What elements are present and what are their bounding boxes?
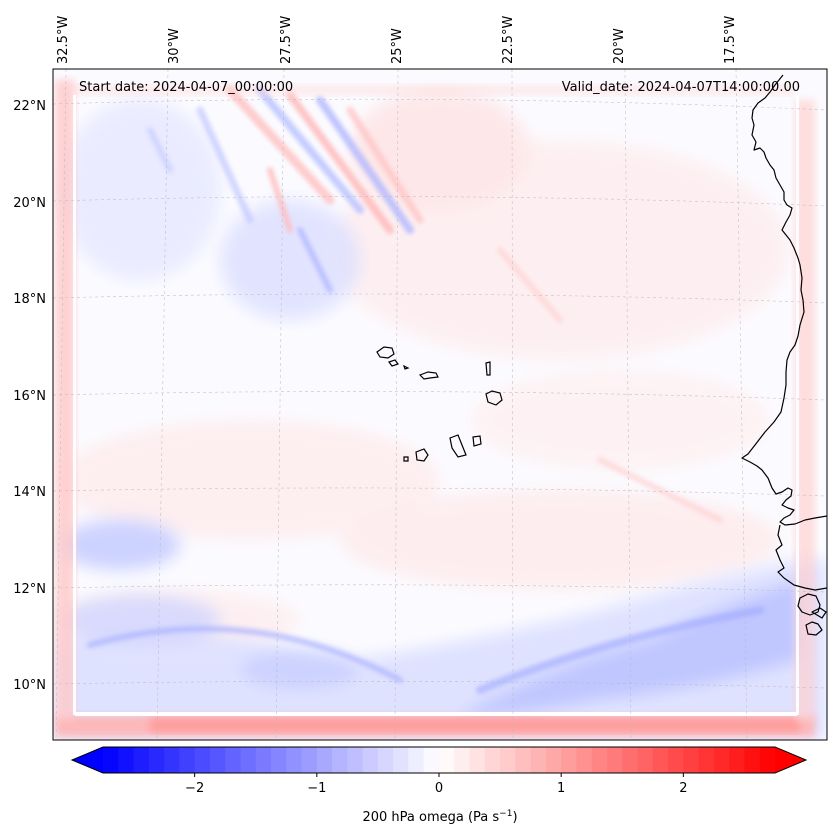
island-sal (485, 361, 491, 376)
lon-tick-labels: 32.5°W 30°W 27.5°W 25°W 22.5°W 20°W 17.5… (56, 16, 738, 64)
colorbar-segment (271, 747, 287, 773)
colorbar-segment (347, 747, 364, 773)
colorbar-tick-label: −1 (307, 781, 326, 796)
colorbar: −2 −1 0 1 2 200 hPa omega (Pa s−1) (70, 746, 808, 825)
colorbar-segment (591, 747, 608, 773)
colorbar-segment (698, 747, 715, 773)
colorbar-tick-label: 1 (557, 781, 565, 796)
map-frame (52, 68, 828, 741)
colorbar-segment (408, 747, 425, 773)
lat-tick-labels: 22°N 20°N 18°N 16°N 14°N 12°N 10°N (13, 99, 46, 693)
colorbar-label: 200 hPa omega (Pa s−1) (362, 809, 517, 825)
cape-verde-islands (376, 346, 503, 462)
lat-tick: 14°N (13, 485, 46, 500)
colorbar-segment (377, 747, 394, 773)
colorbar-segment (454, 747, 471, 773)
lon-tick: 22.5°W (501, 16, 516, 64)
island-fogo (415, 448, 429, 462)
colorbar-segment (118, 747, 135, 773)
colorbar-segment (744, 747, 761, 773)
lon-tick: 32.5°W (56, 16, 71, 64)
colorbar-max-extend (775, 747, 806, 773)
wave-streaks (87, 85, 764, 694)
colorbar-segment (652, 747, 669, 773)
valid-date-label: Valid_date: 2024-04-07T14:00:00.00 (562, 80, 800, 95)
colorbar-segment (713, 747, 730, 773)
colorbar-segment (148, 747, 165, 773)
lon-tick: 30°W (167, 28, 182, 64)
graticule (53, 69, 827, 740)
map-panel: Start date: 2024-04-07_00:00:00 Valid_da… (53, 69, 827, 740)
colorbar-segment (683, 747, 700, 773)
colorbar-segments (72, 747, 806, 773)
colorbar-segment (561, 747, 578, 773)
colorbar-min-extend (72, 747, 103, 773)
colorbar-segment (393, 747, 410, 773)
colorbar-segment (607, 747, 623, 773)
colorbar-segment (286, 747, 303, 773)
lat-tick: 12°N (13, 582, 46, 597)
colorbar-segment (729, 747, 746, 773)
colorbar-segment (423, 747, 440, 773)
colorbar-segment (103, 747, 119, 773)
colorbar-tick-label: 2 (679, 781, 687, 796)
africa-coastline (741, 74, 827, 636)
colorbar-segment (179, 747, 196, 773)
island-sao-vicente (388, 359, 399, 367)
lon-tick: 17.5°W (723, 16, 738, 64)
colorbar-segment (362, 747, 379, 773)
colorbar-segment (469, 747, 486, 773)
colorbar-segment (637, 747, 654, 773)
colorbar-segment (759, 747, 776, 773)
colorbar-outline (70, 746, 808, 774)
colorbar-segment (622, 747, 639, 773)
lat-tick: 10°N (13, 678, 46, 693)
colorbar-segment (225, 747, 242, 773)
colorbar-segment (133, 747, 150, 773)
island-santiago (449, 434, 467, 458)
colorbar-segment (576, 747, 593, 773)
colorbar-segment (530, 747, 547, 773)
colorbar-segment (484, 747, 501, 773)
colorbar-segment (316, 747, 333, 773)
colorbar-segment (515, 747, 532, 773)
lon-tick: 27.5°W (279, 16, 294, 64)
colorbar-segment (301, 747, 318, 773)
negative-omega-field (55, 100, 827, 740)
island-santa-luzia (402, 364, 410, 370)
lat-tick: 20°N (13, 196, 46, 211)
colorbar-segment (545, 747, 562, 773)
island-brava (403, 456, 409, 462)
island-sao-nicolau (418, 371, 439, 380)
colorbar-segment (255, 747, 272, 773)
colorbar-tick-label: 0 (435, 781, 443, 796)
lon-tick: 20°W (612, 28, 627, 64)
boundary-zone (55, 80, 815, 737)
colorbar-segment (500, 747, 516, 773)
colorbar-segment (240, 747, 257, 773)
island-santo-antao (376, 346, 395, 359)
colorbar-segment (194, 747, 211, 773)
colorbar-tick-label: −2 (185, 781, 204, 796)
lat-tick: 22°N (13, 99, 46, 114)
colorbar-segment (209, 747, 226, 773)
lat-tick: 16°N (13, 389, 46, 404)
colorbar-segment (332, 747, 348, 773)
island-maio (472, 435, 482, 447)
lon-tick: 25°W (390, 28, 405, 64)
colorbar-segment (668, 747, 684, 773)
colorbar-segment (164, 747, 180, 773)
start-date-label: Start date: 2024-04-07_00:00:00 (79, 80, 293, 95)
lat-tick: 18°N (13, 292, 46, 307)
colorbar-segment (439, 747, 455, 773)
island-boa-vista (485, 390, 503, 406)
colorbar-ticks: −2 −1 0 1 2 (185, 773, 688, 796)
